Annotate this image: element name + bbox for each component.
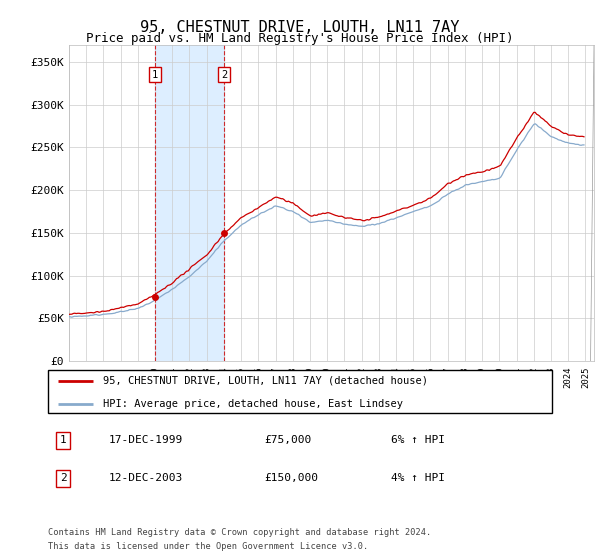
Bar	[155, 45, 224, 361]
Text: HPI: Average price, detached house, East Lindsey: HPI: Average price, detached house, East…	[103, 399, 403, 409]
Text: 12-DEC-2003: 12-DEC-2003	[109, 473, 183, 483]
Text: 2: 2	[60, 473, 67, 483]
Text: 95, CHESTNUT DRIVE, LOUTH, LN11 7AY (detached house): 95, CHESTNUT DRIVE, LOUTH, LN11 7AY (det…	[103, 376, 428, 385]
Text: 95, CHESTNUT DRIVE, LOUTH, LN11 7AY: 95, CHESTNUT DRIVE, LOUTH, LN11 7AY	[140, 20, 460, 35]
Text: This data is licensed under the Open Government Licence v3.0.: This data is licensed under the Open Gov…	[48, 542, 368, 551]
Text: 1: 1	[152, 70, 158, 80]
Text: 1: 1	[60, 435, 67, 445]
FancyBboxPatch shape	[48, 370, 552, 413]
Text: 17-DEC-1999: 17-DEC-1999	[109, 435, 183, 445]
Text: £75,000: £75,000	[265, 435, 312, 445]
Text: 4% ↑ HPI: 4% ↑ HPI	[391, 473, 445, 483]
Text: 6% ↑ HPI: 6% ↑ HPI	[391, 435, 445, 445]
Text: 2: 2	[221, 70, 227, 80]
Text: Price paid vs. HM Land Registry's House Price Index (HPI): Price paid vs. HM Land Registry's House …	[86, 32, 514, 45]
Text: £150,000: £150,000	[265, 473, 319, 483]
Text: Contains HM Land Registry data © Crown copyright and database right 2024.: Contains HM Land Registry data © Crown c…	[48, 528, 431, 536]
